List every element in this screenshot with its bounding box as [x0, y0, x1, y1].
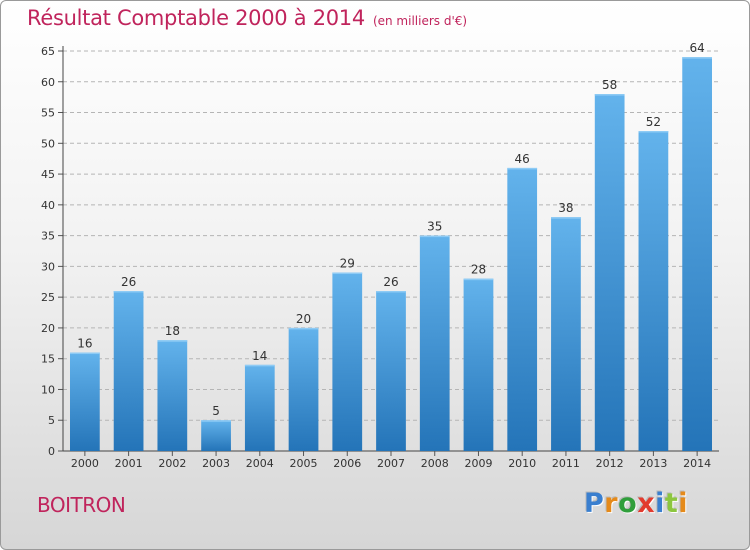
unit-note: (en milliers d'€): [372, 14, 468, 28]
bar-top-edge: [157, 340, 188, 342]
y-tick-label: 65: [41, 45, 55, 58]
y-tick-label: 60: [41, 76, 55, 89]
bar-value-label: 38: [558, 201, 573, 215]
logo-letter: o: [618, 488, 638, 519]
y-tick-label: 55: [41, 107, 55, 120]
bar-2007: [376, 291, 406, 451]
x-tick-label: 2008: [421, 457, 449, 470]
bar-top-edge: [201, 420, 231, 422]
logo-letter: i: [678, 488, 689, 519]
bar-value-label: 29: [340, 257, 355, 271]
logo-letter: i: [655, 488, 665, 519]
bar-2002: [157, 340, 188, 451]
y-tick-label: 25: [41, 291, 55, 304]
x-tick-label: 2003: [202, 457, 230, 470]
bar-top-edge: [244, 364, 275, 367]
x-tick-label: 2000: [71, 457, 99, 470]
bar-top-edge: [332, 272, 363, 275]
x-tick-label: 2011: [552, 457, 580, 470]
bar-top-edge: [638, 131, 669, 133]
bar-2010: [507, 167, 538, 451]
bar-value-label: 20: [296, 312, 311, 326]
y-tick-label: 50: [41, 137, 55, 150]
bar-2009: [463, 278, 494, 451]
bar-top-edge: [682, 57, 713, 59]
bar-value-label: 5: [212, 404, 220, 418]
bar-value-label: 35: [427, 220, 442, 234]
data-labels: 16 26 18 5 14 20 29 26 35 28 46 38 58 52 64: [77, 41, 705, 418]
bar-value-label: 58: [602, 78, 617, 92]
y-tick-label: 35: [41, 230, 55, 243]
y-tick-label: 10: [41, 383, 55, 396]
bar-value-label: 18: [165, 324, 180, 338]
x-tick-label: 2006: [333, 457, 361, 470]
logo-letter: x: [637, 488, 656, 519]
x-tick-label: 2014: [683, 457, 711, 470]
bar-top-edge: [419, 235, 450, 238]
x-tick-label: 2007: [377, 457, 405, 470]
bar-2011: [551, 217, 581, 451]
bar-top-edge: [288, 327, 319, 330]
bar-2013: [638, 131, 669, 451]
bar-2005: [288, 327, 319, 451]
bar-value-label: 64: [689, 41, 704, 55]
x-tick-label: 2001: [115, 457, 143, 470]
x-tick-label: 2009: [464, 457, 492, 470]
bar-value-label: 16: [77, 337, 92, 351]
bar-value-label: 26: [383, 275, 398, 289]
y-tick-label: 45: [41, 168, 55, 181]
bar-top-edge: [463, 278, 494, 281]
bars: [69, 57, 713, 452]
chart-title-block: Résultat Comptable 2000 à 2014 (en millie…: [27, 6, 467, 30]
logo-letter: t: [664, 488, 679, 519]
bar-value-label: 52: [646, 115, 661, 129]
x-tick-label: 2010: [508, 457, 536, 470]
bar-value-label: 46: [515, 152, 530, 166]
logo-letter: r: [604, 488, 619, 519]
bar-2014: [682, 57, 713, 452]
bar-2001: [113, 291, 144, 451]
chart-title: Résultat Comptable 2000 à 2014: [27, 6, 365, 30]
bar-2008: [419, 235, 450, 451]
bar-top-edge: [69, 352, 100, 355]
y-tick-label: 5: [48, 414, 55, 427]
x-tick-label: 2012: [596, 457, 624, 470]
logo-letter: P: [584, 488, 605, 519]
x-tick-label: 2002: [158, 457, 186, 470]
proxiti-logo: Proxiti: [584, 488, 688, 519]
bar-top-edge: [551, 217, 581, 219]
bar-top-edge: [376, 291, 406, 293]
y-tick-label: 15: [41, 353, 55, 366]
bar-top-edge: [113, 291, 144, 293]
bar-value-label: 26: [121, 275, 136, 289]
bar-2006: [332, 272, 363, 451]
x-tick-label: 2004: [246, 457, 274, 470]
y-tick-label: 40: [41, 199, 55, 212]
bar-value-label: 14: [252, 349, 267, 363]
bar-2004: [244, 364, 275, 451]
bar-2003: [201, 420, 231, 451]
x-tick-label: 2013: [639, 457, 667, 470]
y-tick-label: 0: [48, 445, 55, 458]
bar-value-label: 28: [471, 263, 486, 277]
bar-top-edge: [507, 167, 538, 170]
x-tick-label: 2005: [290, 457, 318, 470]
y-tick-label: 20: [41, 322, 55, 335]
bar-top-edge: [594, 94, 625, 96]
commune-name: BOITRON: [37, 493, 126, 517]
y-tick-label: 30: [41, 260, 55, 273]
bar-2012: [594, 94, 625, 452]
bar-2000: [69, 352, 100, 451]
